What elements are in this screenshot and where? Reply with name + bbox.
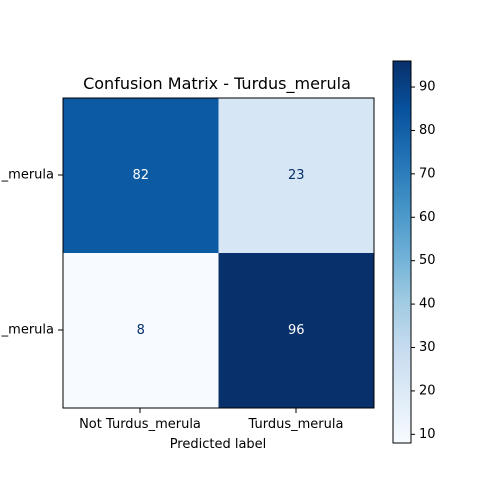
colorbar-tick-label: 90 — [419, 80, 436, 95]
cell-value-labels: 82 23 8 96 — [132, 168, 304, 338]
cell-value-label: 8 — [137, 323, 145, 338]
colorbar-tick-label: 20 — [419, 383, 436, 398]
y-tick-label: _merula — [1, 323, 54, 338]
colorbar-tick-label: 50 — [419, 253, 436, 268]
chart-title: Confusion Matrix - Turdus_merula — [83, 74, 351, 94]
colorbar-tick-label: 70 — [419, 166, 436, 181]
cell-value-label: 82 — [132, 168, 149, 183]
colorbar-tick-label: 40 — [419, 297, 436, 312]
plot-frame — [62, 97, 375, 409]
colorbar-ticks: 10 20 30 40 50 60 70 80 90 — [411, 80, 436, 442]
colorbar-tick-label: 30 — [419, 340, 436, 355]
heatmap-cell — [218, 98, 374, 253]
heatmap-cells — [63, 98, 374, 408]
colorbar-tick-label: 10 — [419, 427, 436, 442]
x-tick-label: Turdus_merula — [248, 417, 344, 432]
x-axis-label: Predicted label — [170, 437, 267, 452]
heatmap-cell — [63, 253, 219, 408]
cell-value-label: 23 — [288, 168, 305, 183]
y-tick-label: _merula — [1, 168, 54, 183]
colorbar — [392, 60, 412, 444]
colorbar-tick-label: 80 — [419, 123, 436, 138]
heatmap-cell — [63, 98, 219, 253]
colorbar-tick-label: 60 — [419, 210, 436, 225]
x-tick-label: Not Turdus_merula — [79, 417, 201, 432]
heatmap-cell — [218, 253, 374, 408]
cell-value-label: 96 — [288, 323, 305, 338]
